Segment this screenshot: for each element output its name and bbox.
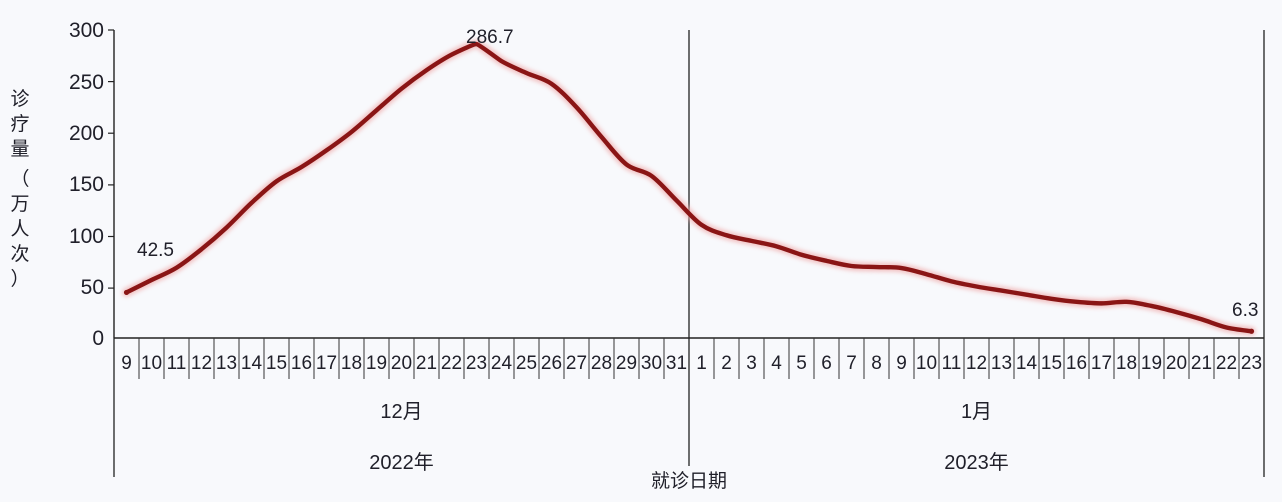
svg-text:1月: 1月 bbox=[961, 401, 992, 423]
svg-text:1: 1 bbox=[696, 353, 707, 374]
svg-text:22: 22 bbox=[441, 353, 462, 374]
svg-text:次: 次 bbox=[10, 243, 29, 265]
svg-text:25: 25 bbox=[516, 353, 537, 374]
svg-text:31: 31 bbox=[666, 353, 687, 374]
svg-text:3: 3 bbox=[746, 353, 757, 374]
svg-text:13: 13 bbox=[991, 353, 1012, 374]
svg-text:250: 250 bbox=[69, 71, 104, 94]
svg-text:2022年: 2022年 bbox=[369, 451, 434, 474]
svg-text:22: 22 bbox=[1216, 353, 1237, 374]
svg-text:2023年: 2023年 bbox=[944, 451, 1009, 474]
svg-text:万: 万 bbox=[10, 194, 29, 215]
svg-text:15: 15 bbox=[1041, 353, 1062, 374]
svg-text:17: 17 bbox=[1091, 353, 1112, 374]
svg-text:6.3: 6.3 bbox=[1232, 300, 1258, 321]
svg-text:10: 10 bbox=[916, 353, 937, 374]
svg-text:12月: 12月 bbox=[380, 401, 422, 423]
svg-text:诊: 诊 bbox=[10, 88, 29, 110]
svg-text:12: 12 bbox=[191, 353, 212, 374]
svg-text:疗: 疗 bbox=[10, 113, 29, 135]
svg-text:29: 29 bbox=[616, 353, 637, 374]
svg-text:286.7: 286.7 bbox=[466, 27, 514, 48]
svg-text:6: 6 bbox=[821, 353, 832, 374]
svg-text:0: 0 bbox=[92, 327, 104, 350]
svg-text:19: 19 bbox=[1141, 353, 1162, 374]
svg-text:9: 9 bbox=[121, 353, 132, 374]
svg-text:300: 300 bbox=[69, 19, 104, 42]
svg-text:17: 17 bbox=[316, 353, 337, 374]
svg-text:（: （ bbox=[10, 168, 29, 190]
svg-text:）: ） bbox=[10, 268, 29, 290]
svg-text:24: 24 bbox=[491, 353, 513, 374]
svg-text:11: 11 bbox=[167, 353, 187, 374]
svg-text:42.5: 42.5 bbox=[137, 240, 174, 261]
svg-text:20: 20 bbox=[1166, 353, 1187, 374]
svg-text:20: 20 bbox=[391, 353, 412, 374]
svg-text:10: 10 bbox=[141, 353, 162, 374]
svg-text:100: 100 bbox=[69, 225, 104, 248]
svg-text:18: 18 bbox=[1116, 353, 1137, 374]
svg-text:18: 18 bbox=[341, 353, 362, 374]
svg-text:2: 2 bbox=[721, 353, 732, 374]
svg-text:16: 16 bbox=[1066, 353, 1087, 374]
svg-text:7: 7 bbox=[846, 353, 857, 374]
svg-text:13: 13 bbox=[216, 353, 237, 374]
svg-text:150: 150 bbox=[69, 173, 104, 196]
svg-text:14: 14 bbox=[241, 353, 263, 374]
svg-text:50: 50 bbox=[81, 276, 104, 299]
svg-text:16: 16 bbox=[291, 353, 312, 374]
svg-text:27: 27 bbox=[566, 353, 587, 374]
svg-text:200: 200 bbox=[69, 122, 104, 145]
svg-text:人: 人 bbox=[10, 218, 29, 240]
svg-text:14: 14 bbox=[1016, 353, 1038, 374]
svg-text:量: 量 bbox=[10, 139, 29, 160]
svg-text:19: 19 bbox=[366, 353, 387, 374]
svg-text:21: 21 bbox=[416, 353, 437, 374]
svg-text:23: 23 bbox=[466, 353, 487, 374]
svg-text:28: 28 bbox=[591, 353, 612, 374]
svg-text:23: 23 bbox=[1241, 353, 1262, 374]
svg-text:就诊日期: 就诊日期 bbox=[651, 470, 727, 492]
svg-text:8: 8 bbox=[871, 353, 882, 374]
svg-text:5: 5 bbox=[796, 353, 807, 374]
svg-text:4: 4 bbox=[771, 353, 782, 374]
svg-text:11: 11 bbox=[942, 353, 962, 374]
svg-text:15: 15 bbox=[266, 353, 287, 374]
svg-text:12: 12 bbox=[966, 353, 987, 374]
svg-text:9: 9 bbox=[896, 353, 907, 374]
svg-text:30: 30 bbox=[641, 353, 662, 374]
svg-text:21: 21 bbox=[1191, 353, 1212, 374]
svg-text:26: 26 bbox=[541, 353, 562, 374]
